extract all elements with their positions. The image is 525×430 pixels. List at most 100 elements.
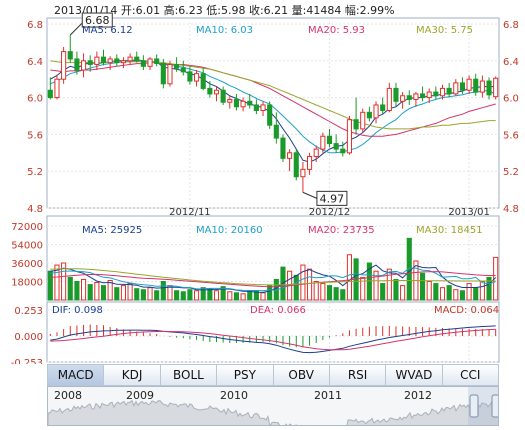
candle-body [439, 87, 446, 97]
volume-bar [293, 274, 299, 301]
volume-bar [74, 281, 80, 301]
candle-body [61, 51, 67, 80]
tab-psy[interactable]: PSY [217, 364, 274, 386]
candle-body [174, 63, 180, 69]
quote-header: 2013/01/14 开:6.01 高:6.23 低:5.98 收:6.21 量… [54, 4, 395, 17]
price-ma-label: MA20: 5.93 [308, 25, 365, 36]
volume-bar [227, 291, 233, 301]
volume-bar [360, 276, 366, 301]
candle-body [94, 56, 100, 65]
navigator-right-handle[interactable] [491, 394, 499, 418]
max-callout-line [69, 22, 83, 36]
candle-body [473, 78, 479, 93]
volume-bar [67, 276, 73, 301]
navigator-year-label: 2012 [404, 389, 432, 402]
max-callout-box [81, 12, 113, 28]
panel-frame [46, 17, 500, 209]
navigator-year-label: 2011 [314, 389, 342, 402]
volume-bar [187, 289, 193, 301]
candle-body [207, 87, 213, 95]
candle-body [366, 111, 372, 119]
volume-bar [426, 281, 432, 301]
navigator-left-handle[interactable] [469, 394, 479, 418]
volume-bar [326, 285, 333, 301]
volume-bar [300, 264, 306, 301]
volume-ma-line-ma30 [50, 268, 496, 286]
volume-bar [180, 291, 186, 301]
navigator-year-label: 2009 [126, 389, 154, 402]
candle-body [260, 104, 266, 111]
volume-bar [220, 286, 226, 301]
tab-cci[interactable]: CCI [442, 364, 499, 386]
candle-body [247, 100, 253, 106]
volume-bar [193, 290, 200, 301]
candle-body [180, 67, 186, 73]
volume-ma-line-ma10 [50, 267, 496, 292]
candle-body [493, 77, 499, 98]
volume-bar [140, 289, 146, 301]
candle-body [273, 124, 279, 139]
time-navigator[interactable]: 2008 2009 2010 2011 2012 [47, 386, 499, 426]
volume-ma-label: MA10: 20160 [196, 225, 263, 236]
candle-body [313, 148, 319, 157]
candle-body [213, 89, 220, 95]
price-ytick-right: 6.4 [503, 57, 519, 68]
candle-body [346, 119, 353, 154]
candle-body [127, 56, 133, 62]
price-ytick-left: 6.4 [27, 57, 43, 68]
tab-boll[interactable]: BOLL [160, 364, 218, 386]
volume-bar [366, 262, 372, 301]
tab-wvad[interactable]: WVAD [386, 364, 443, 386]
candle-body [160, 63, 166, 85]
volume-bar [466, 283, 472, 301]
candle-body [400, 95, 406, 102]
candle-body [120, 60, 127, 64]
candle-body [87, 60, 93, 65]
volume-bar [167, 285, 173, 301]
volume-bar [127, 283, 133, 301]
candle-body [187, 71, 193, 82]
tab-rsi[interactable]: RSI [329, 364, 387, 386]
macd-line-dea [50, 328, 496, 351]
volume-bar [240, 293, 246, 301]
tab-obv[interactable]: OBV [273, 364, 330, 386]
volume-bar [446, 285, 452, 301]
candle-body [193, 73, 200, 82]
candle-body [167, 63, 173, 85]
candle-body [267, 104, 273, 126]
macd-line-dif [50, 325, 496, 354]
volume-ytick: 36000 [11, 259, 43, 270]
price-ytick-right: 4.8 [503, 204, 519, 215]
volume-bar [100, 285, 107, 301]
candle-body [240, 100, 246, 108]
volume-ma-label: MA20: 23735 [308, 225, 375, 236]
candle-body [446, 87, 452, 95]
macd-label: MACD: 0.064 [434, 305, 499, 316]
price-xtick: 2012/11 [169, 207, 211, 218]
volume-bar [61, 262, 67, 301]
candle-body [54, 78, 60, 99]
volume-ytick: 72000 [11, 222, 43, 233]
tab-kdj[interactable]: KDJ [104, 364, 161, 386]
volume-bar [267, 285, 273, 301]
price-ytick-right: 6.8 [503, 20, 519, 31]
navigator-area [48, 399, 498, 425]
min-callout-box [316, 190, 348, 206]
candle-body [67, 51, 73, 60]
volume-bar [47, 270, 53, 301]
macd-ytick: 0.253 [14, 306, 43, 317]
volume-bar [306, 268, 313, 301]
volume-bar [114, 287, 120, 301]
indicator-tabs: MACD KDJ BOLL PSY OBV RSI WVAD CCI [47, 364, 499, 386]
candle-body [200, 73, 206, 89]
candle-body [360, 111, 366, 130]
volume-bar [333, 287, 339, 301]
candle-body [453, 82, 459, 95]
candle-body [154, 58, 160, 65]
candle-body [47, 89, 53, 99]
volume-bar [107, 279, 113, 301]
candle-body [353, 119, 359, 130]
tab-macd[interactable]: MACD [47, 364, 105, 386]
volume-bar [260, 292, 266, 301]
volume-bar [393, 278, 399, 301]
